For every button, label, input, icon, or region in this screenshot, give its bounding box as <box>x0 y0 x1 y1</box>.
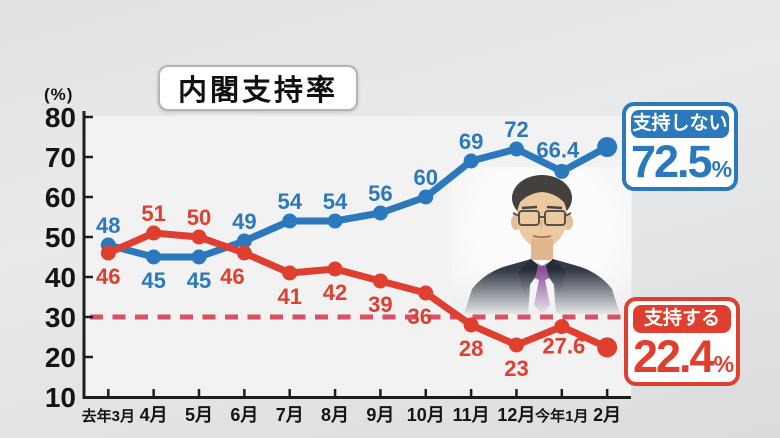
lapel-right <box>542 259 566 293</box>
y-tick-label: 50 <box>45 222 76 253</box>
value-label: 49 <box>232 209 256 234</box>
x-tick-label: 10月 <box>407 405 445 425</box>
x-tick-label: 2月 <box>593 405 621 425</box>
x-tick-label: 12月 <box>497 405 535 425</box>
value-label: 48 <box>96 213 120 238</box>
mouth <box>532 235 552 239</box>
approve-value: 22.4% <box>633 330 735 382</box>
hair-fringe <box>515 182 569 208</box>
data-point <box>191 229 207 245</box>
disapprove-value: 72.5% <box>631 135 733 187</box>
approve-label: 支持する <box>633 305 731 333</box>
x-tick-label: 4月 <box>140 405 168 425</box>
data-point <box>282 213 298 229</box>
value-label: 42 <box>323 280 347 305</box>
data-point <box>597 137 618 157</box>
data-point <box>372 273 388 289</box>
value-label: 39 <box>368 292 392 317</box>
disapprove-label: 支持しない <box>631 110 729 138</box>
data-point <box>236 233 252 249</box>
x-tick-label: 11月 <box>453 405 490 425</box>
value-label: 46 <box>96 264 120 289</box>
value-label: 23 <box>504 356 528 381</box>
pm-photo <box>452 167 632 314</box>
eyebrows <box>521 205 563 210</box>
data-point <box>508 337 524 353</box>
value-label: 51 <box>141 201 165 226</box>
y-tick-label: 20 <box>45 342 76 373</box>
chart-title: 内閣支持率 <box>158 65 358 111</box>
data-point <box>282 265 298 281</box>
series-line-0 <box>104 143 611 261</box>
data-point <box>327 261 343 277</box>
data-point <box>463 317 479 333</box>
value-label: 60 <box>414 165 438 190</box>
x-tick-label: 5月 <box>185 405 213 425</box>
data-point <box>236 245 252 261</box>
y-tick-label: 70 <box>45 142 76 173</box>
data-point <box>372 205 388 221</box>
value-label: 46 <box>220 264 244 289</box>
x-tick-label: 去年3月 <box>82 407 135 425</box>
data-point <box>418 285 434 301</box>
tie-knot <box>535 266 549 282</box>
data-point <box>191 249 207 265</box>
disapprove-annotation: 支持しない 72.5% <box>622 102 738 192</box>
value-label: 50 <box>187 205 211 230</box>
value-label: 69 <box>459 129 483 154</box>
y-tick-label: 10 <box>45 382 76 413</box>
y-tick-label: 40 <box>45 262 76 293</box>
y-tick-label: 80 <box>45 102 76 133</box>
data-point <box>508 141 524 157</box>
data-point <box>463 153 479 169</box>
data-point <box>554 163 570 179</box>
series-line-1 <box>104 229 611 351</box>
value-label: 66.4 <box>536 137 580 162</box>
data-point <box>146 225 162 241</box>
approve-annotation: 支持する 22.4% <box>624 297 740 387</box>
value-label: 27.6 <box>542 334 585 359</box>
lapel-left <box>518 259 542 293</box>
value-label: 54 <box>323 189 348 214</box>
x-tick-label: 7月 <box>276 405 304 425</box>
x-tick-label: 6月 <box>230 405 258 425</box>
person-portrait-graphic <box>464 175 620 314</box>
value-label: 45 <box>187 268 211 293</box>
x-tick-label: 今年1月 <box>534 407 588 425</box>
value-label: 56 <box>368 181 392 206</box>
data-point <box>554 319 570 335</box>
value-label: 41 <box>277 284 301 309</box>
y-axis-unit: (%) <box>44 85 74 104</box>
value-label: 54 <box>277 189 302 214</box>
y-tick-label: 30 <box>45 302 76 333</box>
tie <box>534 280 550 314</box>
x-tick-label: 9月 <box>366 405 394 425</box>
data-point <box>418 189 434 205</box>
glasses-bridge <box>512 212 572 218</box>
neck <box>531 239 553 260</box>
data-point <box>100 245 116 261</box>
value-label: 28 <box>459 336 483 361</box>
nose <box>540 219 543 229</box>
data-point <box>597 337 618 358</box>
x-tick-label: 8月 <box>321 405 349 425</box>
value-label: 72 <box>504 117 528 142</box>
data-point <box>146 249 162 265</box>
value-label: 36 <box>408 304 432 329</box>
value-label: 45 <box>141 268 165 293</box>
y-tick-label: 60 <box>45 182 76 213</box>
data-point <box>327 213 343 229</box>
